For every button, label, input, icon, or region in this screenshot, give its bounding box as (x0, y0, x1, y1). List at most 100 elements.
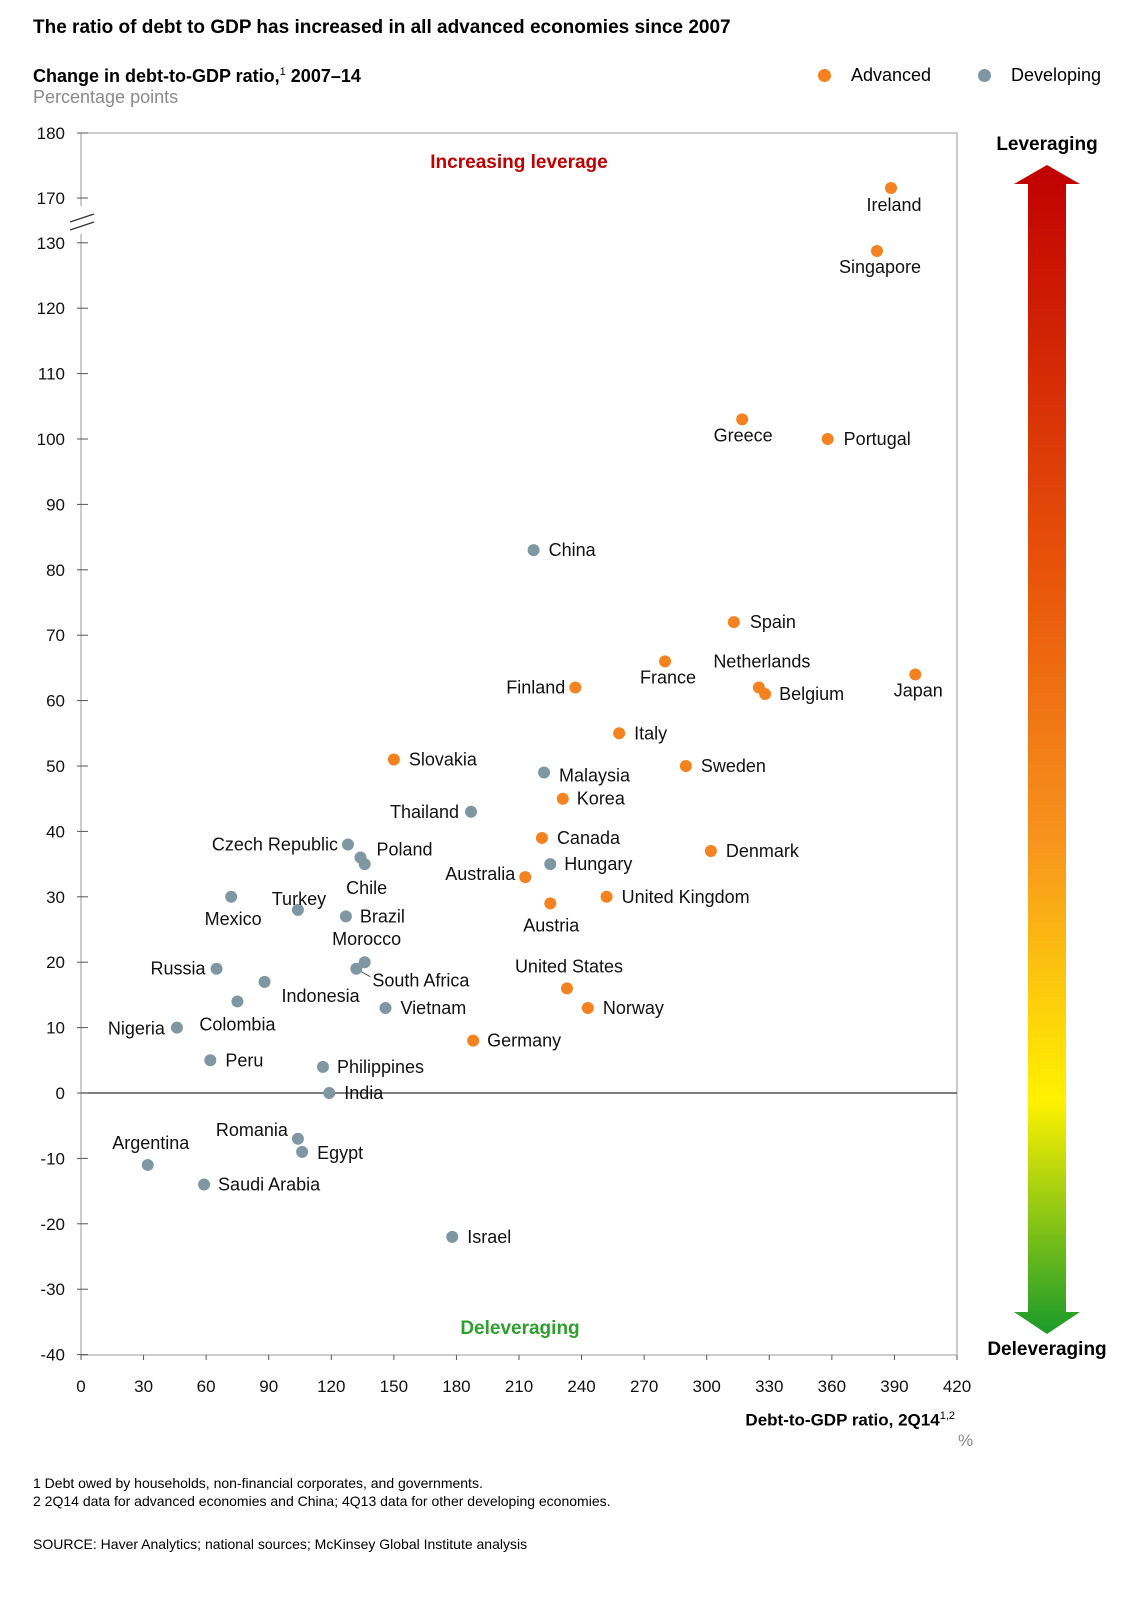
point-label-sweden: Sweden (701, 756, 766, 776)
point-label-korea: Korea (577, 789, 626, 809)
point-label-brazil: Brazil (360, 906, 405, 926)
increasing-leverage-label: Increasing leverage (430, 152, 607, 173)
axis-break (68, 206, 95, 234)
point-czech-republic (341, 838, 354, 851)
point-label-saudi-arabia: Saudi Arabia (218, 1175, 321, 1195)
point-label-italy: Italy (634, 723, 667, 743)
point-label-vietnam: Vietnam (401, 998, 467, 1018)
x-tick-label: 30 (134, 1377, 153, 1396)
point-label-indonesia: Indonesia (282, 986, 361, 1006)
point-korea (556, 792, 569, 805)
x-tick-label: 150 (380, 1377, 408, 1396)
point-saudi-arabia (198, 1178, 211, 1191)
point-label-ireland: Ireland (866, 195, 921, 215)
point-india (323, 1087, 336, 1099)
point-united-states (560, 982, 573, 995)
point-label-united-states: United States (515, 956, 623, 976)
y-tick-label: 180 (37, 124, 65, 143)
point-label-malaysia: Malaysia (559, 766, 631, 786)
point-label-belgium: Belgium (779, 684, 844, 704)
point-norway (581, 1001, 594, 1014)
point-label-egypt: Egypt (317, 1143, 363, 1163)
point-spain (727, 616, 740, 629)
point-australia (519, 871, 532, 884)
point-label-greece: Greece (714, 425, 773, 445)
point-label-peru: Peru (225, 1050, 263, 1070)
point-south-africa (350, 962, 363, 975)
point-malaysia (538, 766, 551, 779)
x-tick-label: 60 (197, 1377, 216, 1396)
leader-south-africa (361, 971, 371, 978)
point-label-slovakia: Slovakia (409, 749, 478, 769)
point-turkey (291, 903, 304, 916)
scale-top-label: Leveraging (996, 134, 1098, 155)
point-label-czech-republic: Czech Republic (212, 834, 338, 854)
x-axis-title-footnote-ref: 1,2 (939, 1410, 955, 1422)
x-tick-label: 270 (630, 1377, 658, 1396)
point-label-austria: Austria (523, 915, 580, 935)
label-leader-lines (361, 971, 371, 978)
legend-advanced-marker-icon (818, 69, 831, 82)
y-tick-label: 110 (38, 365, 65, 384)
point-indonesia (258, 975, 271, 988)
point-denmark (704, 845, 717, 858)
point-peru (204, 1054, 217, 1067)
subtitle-text: Change in debt-to-GDP ratio, (33, 66, 280, 86)
legend-developing: Developing (978, 65, 1101, 86)
y-tick-label: 20 (46, 953, 65, 972)
x-axis: 0 30 60 90 120 150 180 210 240 270 300 330 360 390 420 (76, 1355, 971, 1396)
point-brazil (339, 910, 352, 923)
x-tick-label: 240 (567, 1377, 595, 1396)
point-singapore (871, 245, 883, 257)
point-label-germany: Germany (487, 1031, 561, 1051)
point-label-thailand: Thailand (390, 802, 459, 822)
leverage-scale-arrow (1014, 165, 1080, 1334)
chart-subtitle: Change in debt-to-GDP ratio,1 2007–14 (33, 66, 361, 87)
x-tick-label: 390 (880, 1377, 908, 1396)
point-austria (544, 897, 557, 910)
point-label-singapore: Singapore (839, 257, 921, 277)
point-label-hungary: Hungary (564, 854, 632, 874)
x-tick-label: 330 (755, 1377, 783, 1396)
y-tick-label: 10 (46, 1019, 65, 1038)
point-germany (467, 1034, 480, 1047)
point-russia (210, 962, 223, 975)
subtitle-period: 2007–14 (285, 66, 361, 86)
point-label-colombia: Colombia (199, 1014, 276, 1034)
point-label-mexico: Mexico (205, 909, 262, 929)
point-china (527, 544, 540, 557)
legend-advanced: Advanced (818, 65, 931, 86)
x-tick-label: 90 (259, 1377, 278, 1396)
point-label-netherlands: Netherlands (713, 652, 810, 672)
source-note: SOURCE: Haver Analytics; national source… (33, 1536, 528, 1552)
point-belgium (759, 688, 772, 701)
y-tick-label: 30 (46, 888, 65, 907)
x-axis-title-text: Debt-to-GDP ratio, 2Q14 (745, 1410, 940, 1430)
point-finland (569, 681, 582, 694)
point-romania (291, 1132, 304, 1145)
x-tick-label: 420 (943, 1377, 971, 1396)
point-label-israel: Israel (467, 1227, 511, 1247)
y-units-label: Percentage points (33, 87, 179, 107)
point-slovakia (387, 753, 400, 766)
point-label-poland: Poland (376, 840, 432, 860)
point-label-finland: Finland (506, 678, 565, 698)
x-tick-label: 210 (505, 1377, 533, 1396)
y-tick-label: -10 (40, 1149, 65, 1168)
footnote-2: 2 2Q14 data for advanced economies and C… (33, 1493, 611, 1509)
point-label-denmark: Denmark (726, 841, 800, 861)
y-tick-label: 90 (46, 495, 65, 514)
point-label-philippines: Philippines (337, 1057, 424, 1077)
y-tick-label: -20 (40, 1215, 65, 1234)
point-chile (358, 858, 371, 871)
deleveraging-label: Deleveraging (460, 1318, 579, 1339)
point-label-australia: Australia (445, 864, 516, 884)
legend-developing-label: Developing (1011, 65, 1102, 85)
point-hungary (544, 858, 557, 871)
point-argentina (141, 1158, 154, 1171)
y-tick-label: 60 (46, 692, 65, 711)
data-points (141, 182, 922, 1243)
subtitle-footnote-ref: 1 (279, 66, 286, 78)
point-nigeria (170, 1021, 183, 1034)
point-label-canada: Canada (557, 828, 621, 848)
